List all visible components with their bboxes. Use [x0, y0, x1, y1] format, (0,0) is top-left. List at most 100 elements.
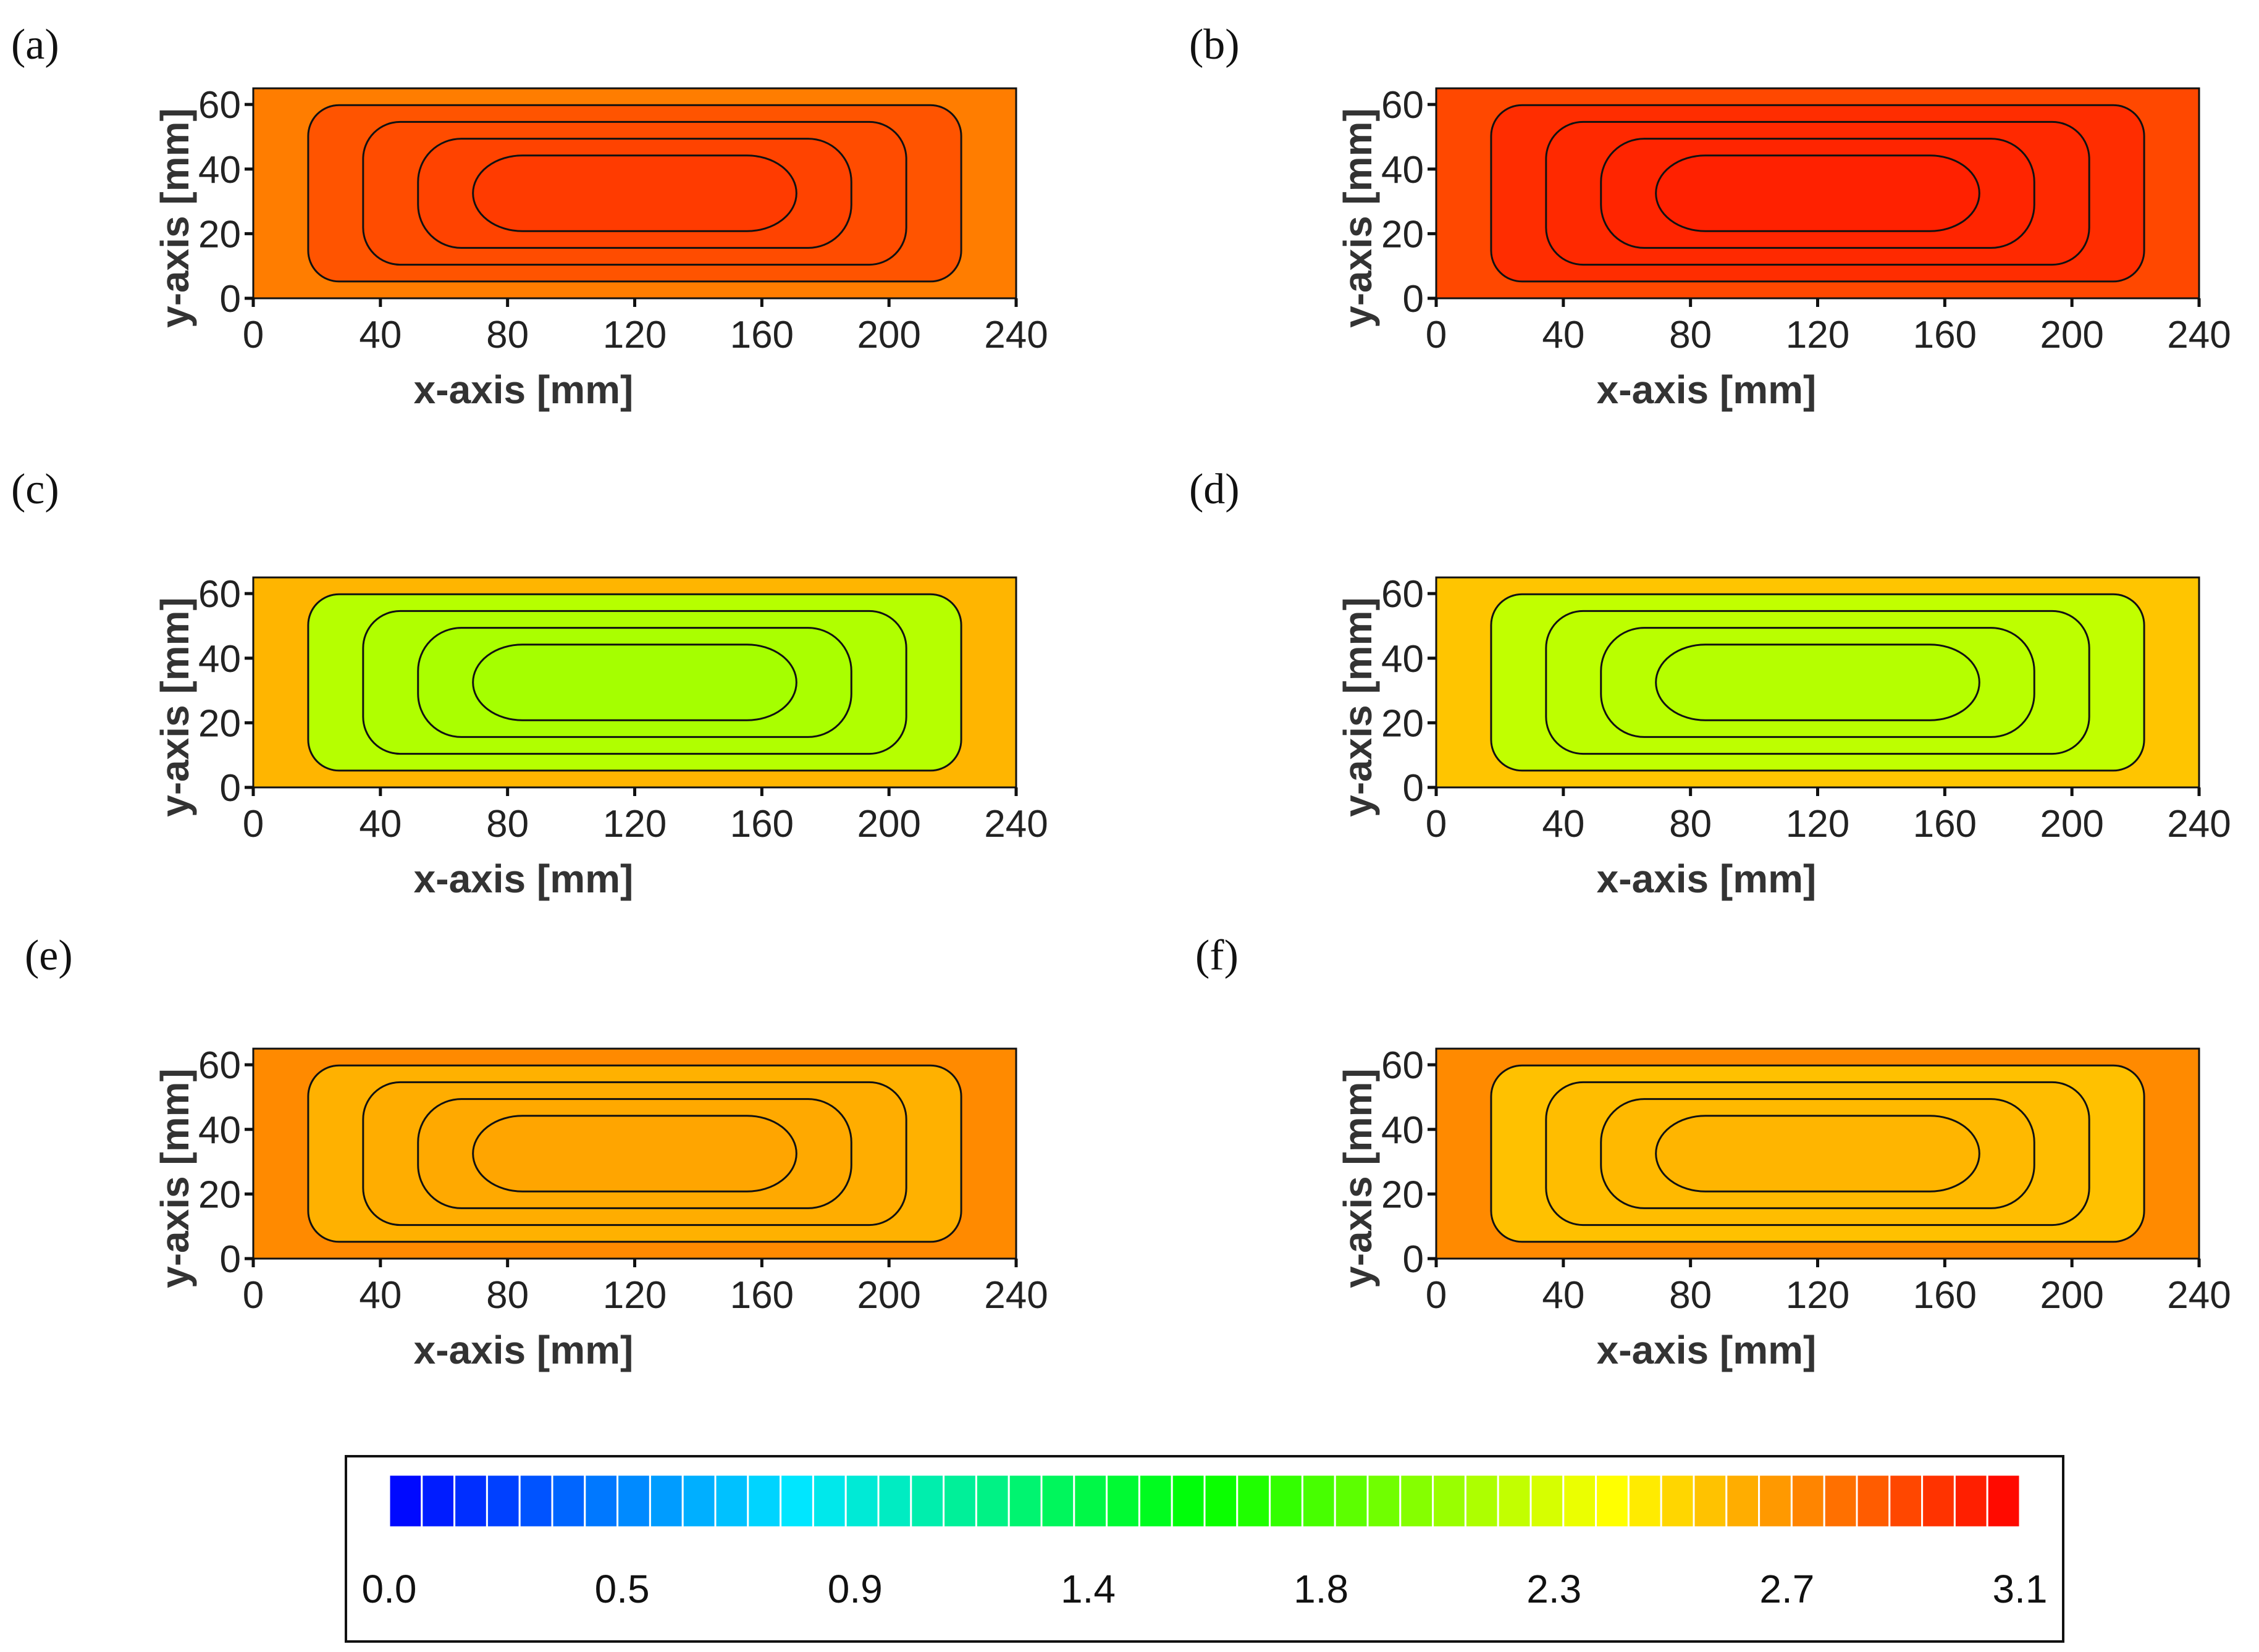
- x-tick-label: 160: [1913, 803, 1977, 845]
- colorbar-swatch: [1008, 1474, 1043, 1528]
- panel-a: (a) 0 40 80 120 160 200 240 0 20 40 60 x-axis [mm] y-…: [11, 21, 1048, 412]
- contour-fill: [253, 88, 1016, 298]
- x-axis-label: x-axis [mm]: [1597, 367, 1817, 412]
- y-tick-label: 60: [1381, 573, 1424, 616]
- x-tick-label: 80: [486, 1274, 529, 1317]
- colorbar-swatch: [747, 1474, 782, 1528]
- x-tick-label: 40: [1542, 314, 1584, 356]
- x-tick-label: 80: [486, 803, 529, 845]
- colorbar-swatch: [681, 1474, 717, 1528]
- y-tick-label: 0: [1403, 278, 1424, 321]
- x-tick-label: 40: [1542, 803, 1584, 845]
- y-tick-label: 40: [198, 1109, 241, 1152]
- colorbar-swatch: [1366, 1474, 1402, 1528]
- colorbar-swatch: [486, 1474, 521, 1528]
- panel-label: (d): [1189, 466, 1240, 513]
- y-tick-label: 60: [1381, 84, 1424, 127]
- colorbar-swatch: [1823, 1474, 1858, 1528]
- panel-label: (f): [1195, 932, 1239, 979]
- y-tick-label: 40: [198, 149, 241, 191]
- x-tick-label: 240: [2167, 803, 2231, 845]
- colorbar-swatch: [844, 1474, 880, 1528]
- panel-label: (e): [25, 932, 73, 979]
- x-tick-label: 200: [2040, 803, 2103, 845]
- y-tick-label: 0: [220, 278, 241, 321]
- colorbar-swatch: [1040, 1474, 1075, 1528]
- colorbar-swatch: [1986, 1474, 2021, 1528]
- colorbar-swatch: [1790, 1474, 1825, 1528]
- x-tick-label: 240: [2167, 1274, 2231, 1317]
- x-tick-label: 160: [1913, 314, 1977, 356]
- x-tick-label: 80: [1669, 314, 1712, 356]
- colorbar-swatch: [943, 1474, 977, 1528]
- colorbar-swatch: [453, 1474, 488, 1528]
- colorbar-swatch: [551, 1474, 586, 1528]
- colorbar-swatch: [1301, 1474, 1336, 1528]
- contour-band: [1655, 1115, 1980, 1193]
- x-tick-label: 120: [1786, 1274, 1849, 1317]
- x-tick-label: 0: [1426, 803, 1447, 845]
- x-tick-label: 200: [857, 314, 920, 356]
- x-axis-label: x-axis [mm]: [414, 1328, 634, 1372]
- x-tick-label: 40: [359, 803, 402, 845]
- contour-band: [472, 154, 797, 232]
- colorbar: 0.0 0.5 0.9 1.4 1.8 2.3 2.7 3.1: [345, 1455, 2064, 1643]
- x-tick-label: 80: [1669, 803, 1712, 845]
- x-axis-label: x-axis [mm]: [414, 857, 634, 901]
- y-tick-label: 20: [1381, 702, 1424, 745]
- y-tick-label: 60: [198, 84, 241, 127]
- x-tick-label: 200: [2040, 1274, 2103, 1317]
- y-axis-label: y-axis [mm]: [1336, 597, 1380, 817]
- colorbar-swatch: [1106, 1474, 1140, 1528]
- x-tick-label: 240: [2167, 314, 2231, 356]
- colorbar-swatch: [1693, 1474, 1728, 1528]
- y-tick-label: 60: [1381, 1044, 1424, 1087]
- colorbar-swatch: [1464, 1474, 1499, 1528]
- colorbar-swatch: [1562, 1474, 1597, 1528]
- colorbar-swatch: [910, 1474, 945, 1528]
- x-tick-label: 80: [1669, 1274, 1712, 1317]
- panel-c: (c) 0 40 80 120 160 200 240 0 20 40 60 x-axis [mm] y-…: [11, 466, 1048, 901]
- colorbar-swatch: [1758, 1474, 1793, 1528]
- colorbar-swatch: [1269, 1474, 1303, 1528]
- y-axis-label: y-axis [mm]: [153, 108, 197, 328]
- contour-band: [472, 1115, 797, 1193]
- y-axis-label: y-axis [mm]: [153, 1068, 197, 1288]
- x-tick-label: 40: [1542, 1274, 1584, 1317]
- y-tick-label: 0: [1403, 767, 1424, 810]
- colorbar-swatch: [1171, 1474, 1206, 1528]
- x-tick-label: 240: [984, 314, 1048, 356]
- y-tick-label: 20: [1381, 1173, 1424, 1216]
- colorbar-swatch: [1627, 1474, 1662, 1528]
- colorbar-tick-label: 0.0: [362, 1567, 417, 1611]
- x-tick-label: 0: [1426, 314, 1447, 356]
- contour-fill: [1436, 577, 2199, 787]
- panel-f: (f) 0 40 80 120 160 200 240 0 20 40 60 x-axis [mm] y-…: [1195, 932, 2231, 1372]
- y-tick-label: 0: [220, 1238, 241, 1281]
- y-tick-label: 40: [198, 638, 241, 681]
- contour-fill: [1436, 1049, 2199, 1259]
- y-tick-label: 20: [1381, 213, 1424, 256]
- colorbar-swatch: [1888, 1474, 1924, 1528]
- colorbar-tick-label: 2.7: [1759, 1567, 1814, 1611]
- y-axis-label: y-axis [mm]: [1336, 108, 1380, 328]
- contour-fill: [253, 577, 1016, 787]
- y-tick-label: 40: [1381, 149, 1424, 191]
- colorbar-swatch: [1856, 1474, 1891, 1528]
- x-tick-label: 160: [730, 803, 794, 845]
- colorbar-swatch: [584, 1474, 619, 1528]
- x-tick-label: 0: [243, 314, 264, 356]
- contour-fill: [253, 1049, 1016, 1259]
- x-tick-label: 120: [1786, 314, 1849, 356]
- colorbar-swatch: [975, 1474, 1010, 1528]
- x-tick-label: 120: [603, 803, 667, 845]
- x-tick-label: 0: [243, 803, 264, 845]
- colorbar-tick-label: 0.9: [828, 1567, 883, 1611]
- colorbar-swatch: [780, 1474, 814, 1528]
- x-tick-label: 0: [1426, 1274, 1447, 1317]
- y-tick-label: 20: [198, 1173, 241, 1216]
- colorbar-swatch: [1432, 1474, 1466, 1528]
- x-tick-label: 120: [603, 1274, 667, 1317]
- y-axis-label: y-axis [mm]: [153, 597, 197, 817]
